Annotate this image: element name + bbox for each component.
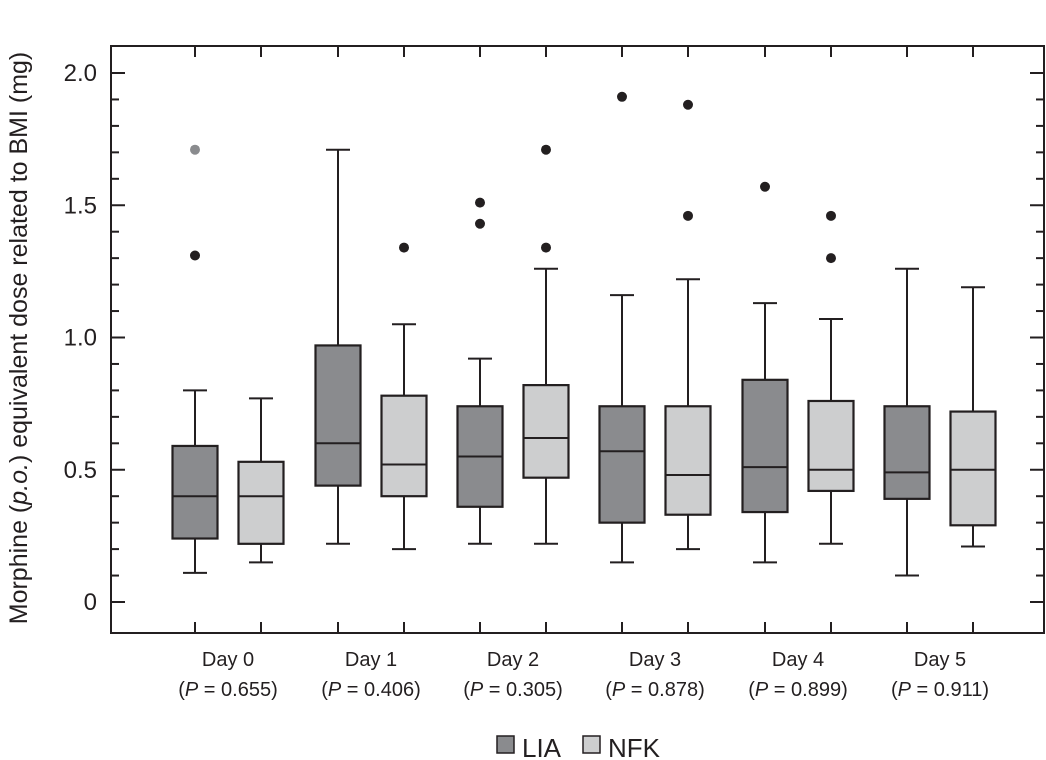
x-p-value-label: (P = 0.878) [605,679,705,701]
legend-swatch-nfk [582,735,601,754]
x-category-label: Day 1 [345,649,397,671]
x-category-label: Day 0 [202,649,254,671]
iqr-box [237,460,285,545]
x-category-label: Day 3 [629,649,681,671]
box-nfk-day-1 [380,242,428,551]
iqr-box [522,384,570,479]
iqr-box [314,344,362,487]
box-nfk-day-0 [237,397,285,564]
box-lia-day-2 [456,197,504,545]
iqr-box [807,399,855,493]
x-category-label: Day 2 [487,649,539,671]
iqr-box [380,394,428,498]
box-nfk-day-4 [807,210,855,545]
iqr-box [664,405,712,516]
outlier-point [475,218,485,229]
outlier-point [541,144,551,155]
box-nfk-day-2 [522,144,570,545]
box-nfk-day-3 [664,99,712,551]
box-lia-day-4 [741,181,789,564]
x-p-value-label: (P = 0.655) [178,679,278,701]
y-tick-label: 2.0 [64,60,97,87]
x-p-value-label: (P = 0.899) [748,679,848,701]
iqr-box [598,405,646,524]
iqr-box [949,410,997,527]
x-axis: Day 0 (P = 0.655) Day 1 (P = 0.406) Day 2 (P … [178,46,989,701]
boxes [171,91,997,577]
y-tick-label: 0.5 [64,457,97,484]
outlier-point [683,210,693,221]
x-p-value-label: (P = 0.305) [463,679,563,701]
iqr-box [171,444,219,540]
x-category-label: Day 5 [914,649,966,671]
outlier-point [826,210,836,221]
y-axis: 0 0.5 1.0 1.5 2.0 [64,60,1044,616]
legend-label-lia: LIA [522,733,562,760]
legend-label-nfk: NFK [608,733,661,760]
x-p-value-label: (P = 0.406) [321,679,421,701]
box-lia-day-0 [171,144,219,574]
outlier-point [826,253,836,264]
y-axis-label-prefix: Morphine ( [5,504,33,624]
outlier-point [190,250,200,261]
y-axis-label: Morphine (p.o.) equivalent dose related … [5,52,33,625]
outlier-point [683,99,693,110]
outlier-point [617,91,627,102]
outlier-point [541,242,551,253]
box-lia-day-1 [314,148,362,545]
plot-border [110,45,1045,634]
outlier-point [475,197,485,208]
legend: LIA NFK [496,733,661,760]
plot-frame [110,45,1045,634]
y-axis-label-italic: p.o. [5,463,33,506]
box-lia-day-5 [883,267,931,577]
box-lia-day-3 [598,91,646,564]
outlier-point [760,181,770,192]
y-axis-label-suffix: ) equivalent dose related to BMI (mg) [5,52,33,463]
box-nfk-day-5 [949,286,997,548]
outlier-point [399,242,409,253]
iqr-box [883,405,931,500]
y-tick-label: 1.5 [64,192,97,219]
legend-swatch-lia [496,735,515,754]
y-tick-label: 0 [84,589,97,616]
extreme-outlier-point [190,144,200,155]
x-p-value-label: (P = 0.911) [891,679,989,701]
iqr-box [741,378,789,514]
y-tick-label: 1.0 [64,325,97,352]
x-category-label: Day 4 [772,649,824,671]
